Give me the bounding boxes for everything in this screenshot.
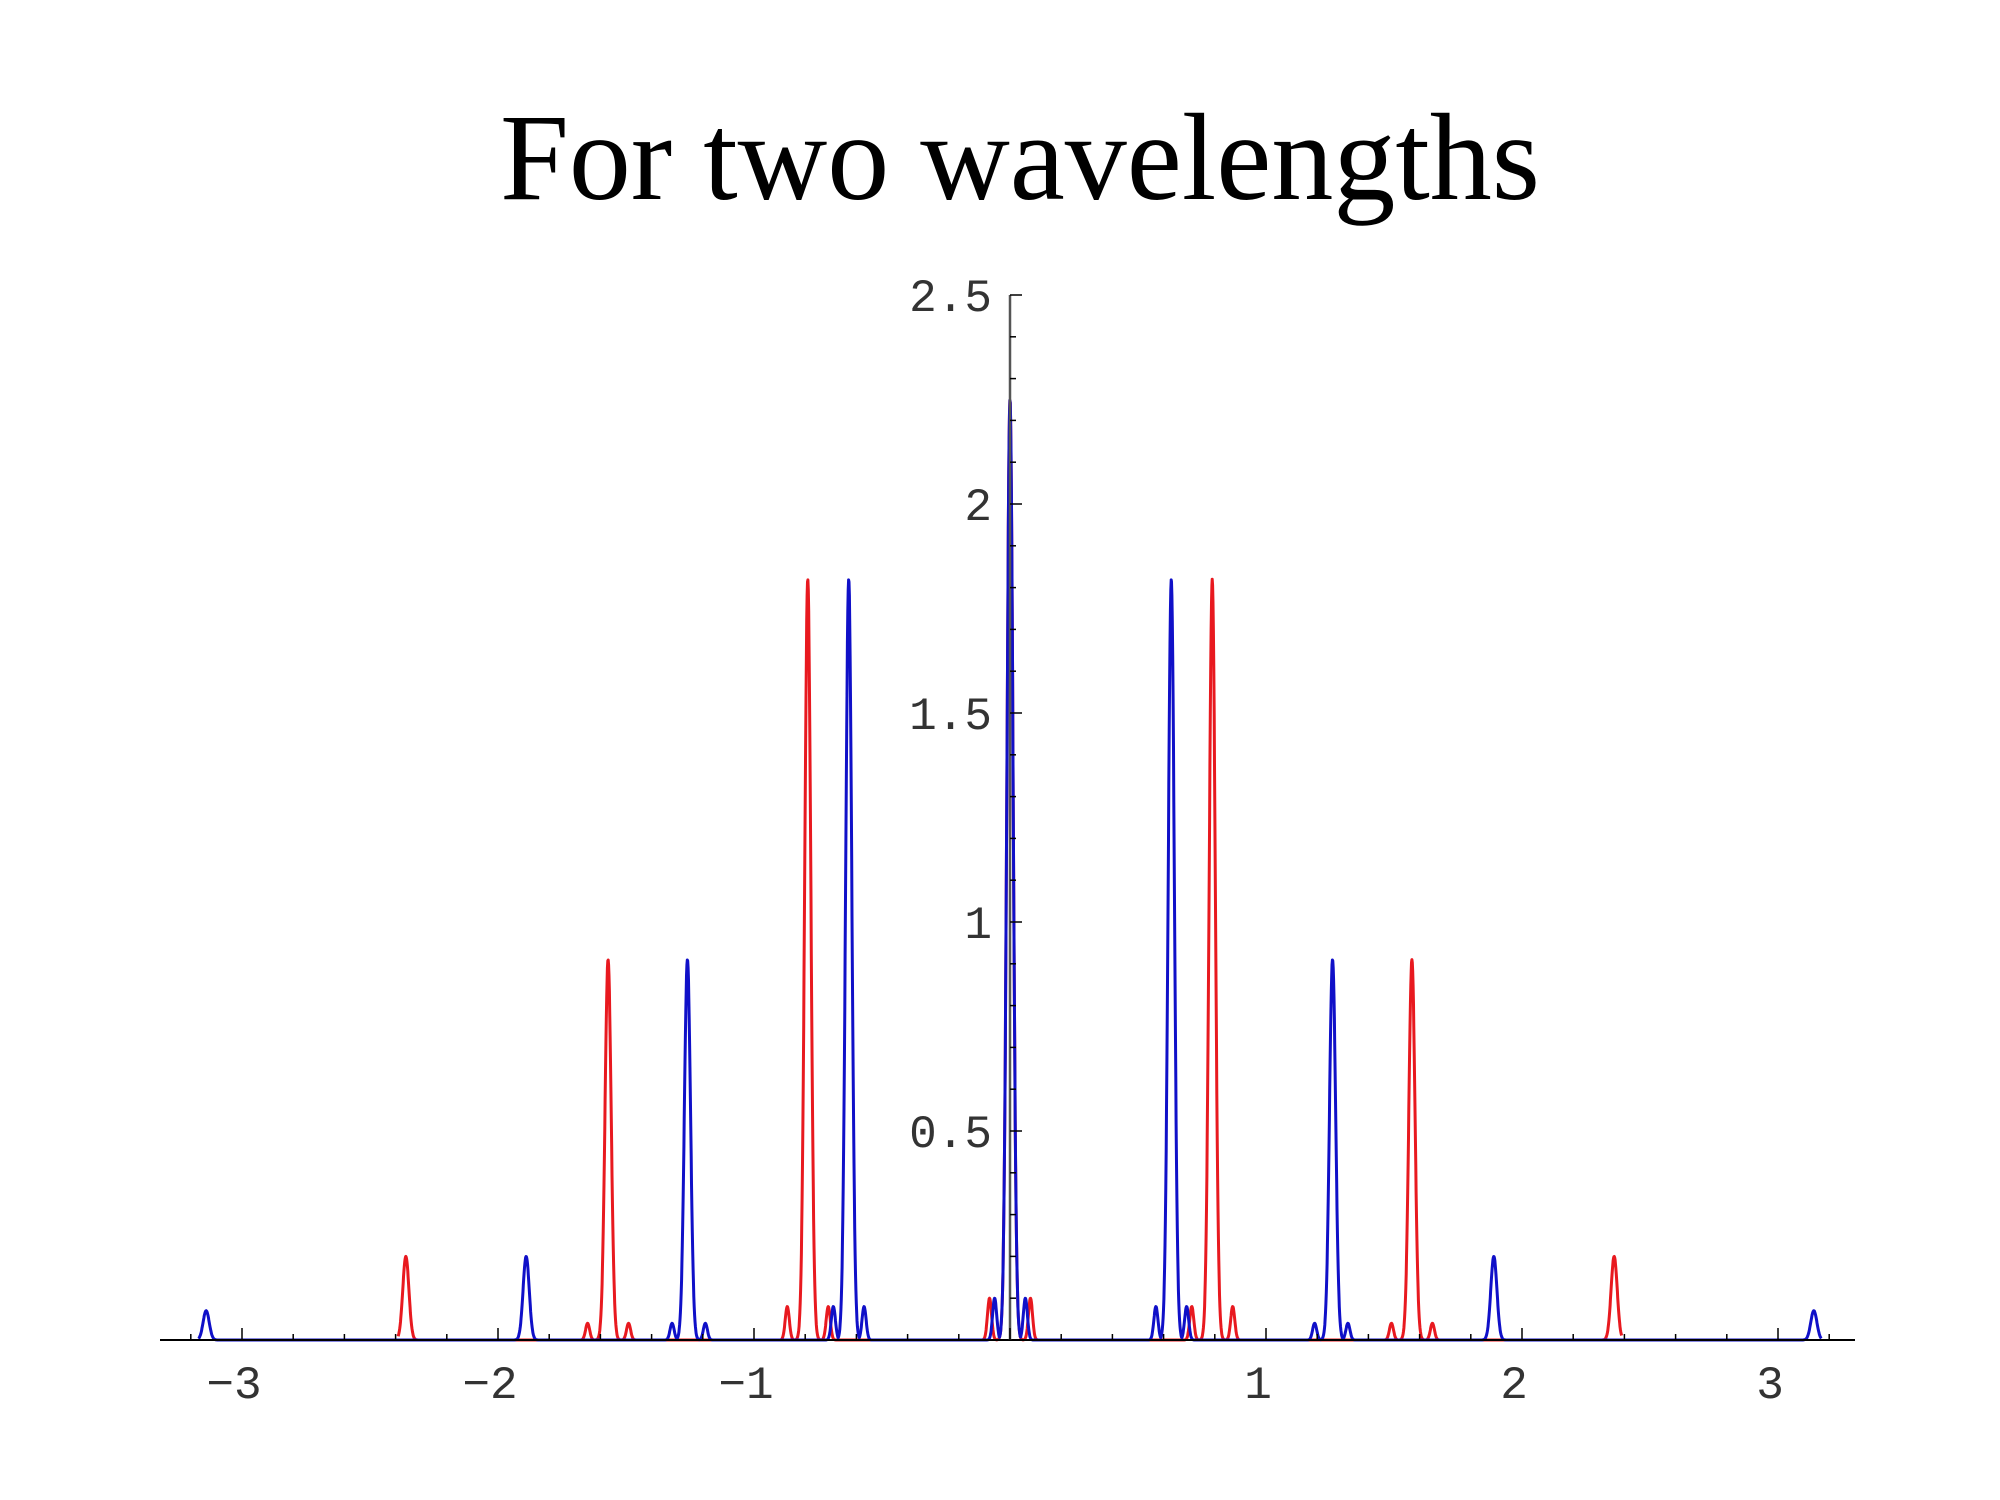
x-tick-label: −3 (206, 1360, 261, 1412)
y-tick-label: 2.5 (909, 273, 992, 325)
x-tick-label: −2 (462, 1360, 517, 1412)
y-tick-label: 1 (964, 900, 992, 952)
axes-layer: −3 −2 −1 1 2 3 0.5 1 1.5 2 2.5 (160, 273, 1855, 1412)
slide-title: For two wavelengths (499, 89, 1541, 226)
x-tick-label: 1 (1244, 1360, 1272, 1412)
x-tick-label: 2 (1500, 1360, 1528, 1412)
y-tick-label: 2 (964, 482, 992, 534)
y-tick-label: 1.5 (909, 691, 992, 743)
y-tick-label: 0.5 (909, 1109, 992, 1161)
x-tick-label: −1 (718, 1360, 773, 1412)
x-tick-label: 3 (1756, 1360, 1784, 1412)
